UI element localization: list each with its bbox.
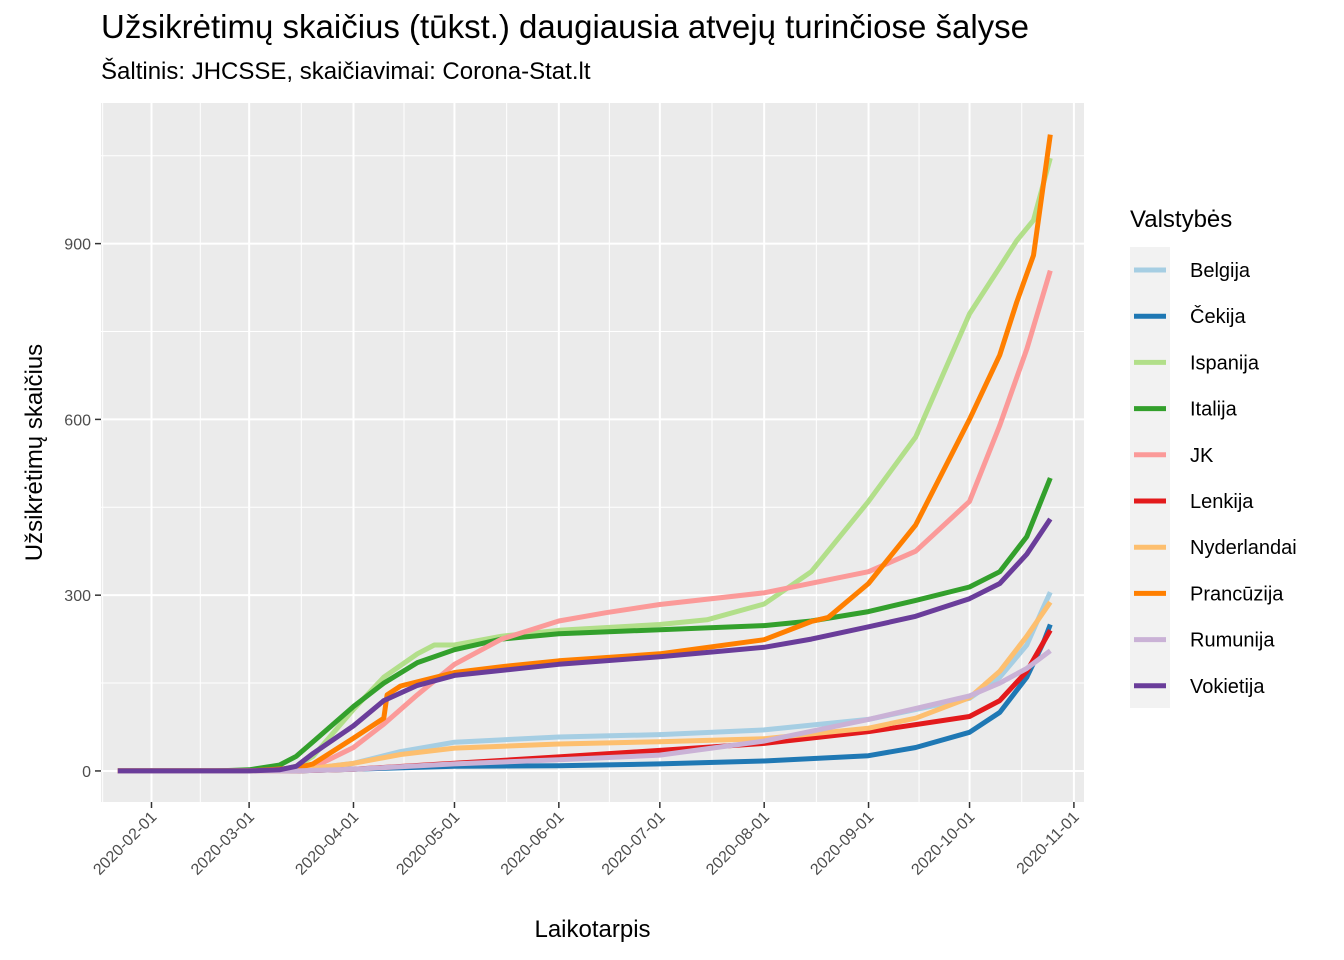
legend-label-8: Prancūzija xyxy=(1190,583,1284,605)
legend-label-1: Belgija xyxy=(1190,260,1251,282)
plot-background xyxy=(101,103,1084,802)
series-line-4 xyxy=(117,477,1053,774)
legend-label-4: Italija xyxy=(1190,399,1238,421)
series-line-10 xyxy=(117,517,1053,774)
x-tick-label: 2020-02-01 xyxy=(90,809,160,879)
x-tick-label: 2020-05-01 xyxy=(393,809,463,879)
x-tick-label: 2020-08-01 xyxy=(703,809,773,879)
chart-title: Užsikrėtimų skaičius (tūkst.) daugiausia… xyxy=(101,8,1030,45)
series-lines xyxy=(117,134,1053,774)
legend: Valstybės Belgija Čekija Ispanija Italija JK… xyxy=(1130,206,1297,708)
legend-label-5: JK xyxy=(1190,445,1214,467)
legend-key-background xyxy=(1130,247,1170,708)
x-tick-label: 2020-06-01 xyxy=(498,809,568,879)
y-tick-label: 900 xyxy=(64,237,91,254)
x-tick-label: 2020-11-01 xyxy=(1014,809,1083,878)
series-line-9 xyxy=(117,648,1052,774)
series-line-8 xyxy=(117,134,1053,774)
y-tick-label: 0 xyxy=(82,764,91,781)
legend-label-3: Ispanija xyxy=(1190,352,1260,374)
x-tick-label: 2020-03-01 xyxy=(188,809,258,879)
legend-label-2: Čekija xyxy=(1190,305,1246,328)
x-tick-label: 2020-09-01 xyxy=(807,809,877,879)
x-tick-label: 2020-10-01 xyxy=(908,809,978,879)
y-axis-title: Užsikrėtimų skaičius xyxy=(21,344,48,561)
x-axis-title: Laikotarpis xyxy=(534,916,650,943)
chart-subtitle: Šaltinis: JHCSSE, skaičiavimai: Corona-S… xyxy=(101,58,591,85)
legend-label-10: Vokietija xyxy=(1190,676,1265,698)
x-tick-label: 2020-07-01 xyxy=(599,809,669,879)
legend-label-9: Rumunija xyxy=(1190,630,1275,652)
legend-label-6: Lenkija xyxy=(1190,491,1254,513)
plot-panel xyxy=(101,103,1084,802)
legend-title: Valstybės xyxy=(1130,206,1232,233)
y-tick-label: 300 xyxy=(64,588,91,605)
x-tick-label: 2020-04-01 xyxy=(292,809,362,879)
y-tick-label: 600 xyxy=(64,412,91,429)
legend-label-7: Nyderlandai xyxy=(1190,537,1297,559)
